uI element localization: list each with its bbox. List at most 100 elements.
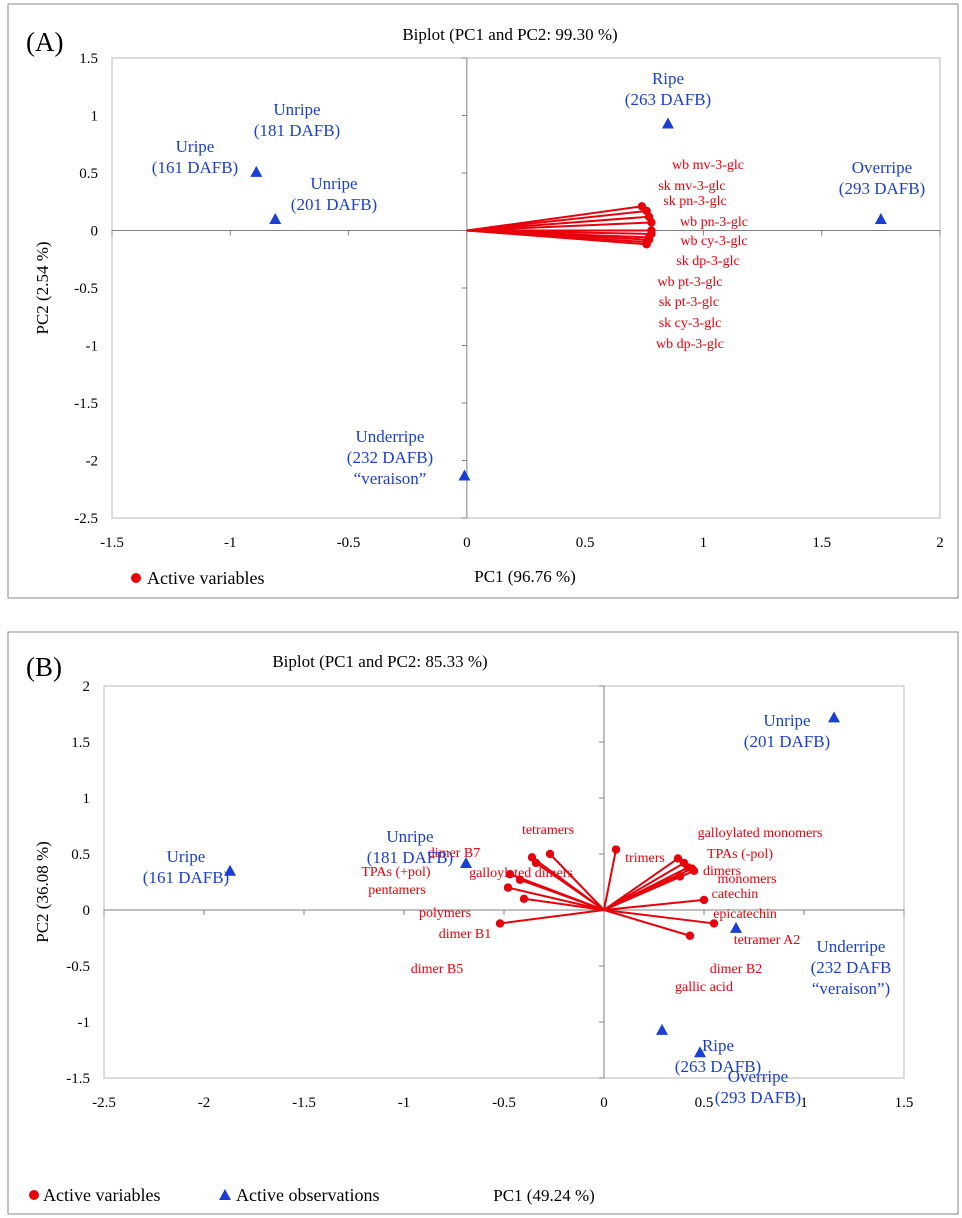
panel-a-variable-label: sk mv-3-glc	[658, 179, 725, 194]
panel-a-x-tick-label: 2	[936, 535, 944, 551]
panel-b-x-tick-label: 1.5	[895, 1095, 914, 1111]
panel-b-variable-label: epicatechin	[713, 907, 777, 922]
panel-b-plot-area	[103, 685, 905, 1079]
panel-b-variable-label: catechin	[712, 887, 759, 902]
panel-b-x-tick-label: -2.5	[92, 1095, 116, 1111]
panel-b-variable-vector	[603, 909, 715, 925]
panel-a-variable-label: wb pt-3-glc	[658, 275, 723, 290]
panel-b-observation-point	[828, 711, 840, 723]
panel-b-observation-label: Ripe (263 DAFB)	[675, 1036, 761, 1076]
panel-a-variable-label: wb dp-3-glc	[656, 337, 724, 352]
panel-b-variable-label: TPAs (-pol)	[707, 847, 773, 862]
panel-a-observation-label: Uripe (161 DAFB)	[152, 137, 238, 177]
panel-b-variable-label: galloylated dimers	[469, 866, 573, 881]
panel-a-variable-label: wb pn-3-glc	[680, 215, 748, 230]
panel-b-observation-point	[730, 921, 742, 933]
panel-a-y-tick-label: -2.5	[74, 511, 98, 527]
panel-b-variable-vector	[603, 875, 681, 911]
panel-a-plot-area	[111, 57, 941, 519]
panel-b-variable-label: dimer B5	[411, 962, 464, 977]
panel-a-y-tick-label: -2	[86, 454, 99, 470]
panel-a-y-tick-label: 1.5	[79, 51, 98, 67]
panel-b-variable-point	[495, 919, 505, 928]
panel-b-observation-label: Unripe (201 DAFB)	[744, 711, 830, 751]
panel-b-variable-point	[545, 849, 555, 859]
panel-b-variable-label: dimer B1	[439, 927, 492, 942]
panel-b-variable-point	[709, 919, 719, 928]
panel-b-variable-point	[699, 895, 709, 905]
panel-b-frame	[7, 631, 959, 1215]
panel-b-x-axis-title: PC1 (49.24 %)	[493, 1186, 595, 1205]
panel-a-x-tick-label: 1	[700, 535, 708, 551]
panel-b-variable-vector	[507, 886, 605, 911]
panel-b-variable-vector	[603, 909, 691, 937]
panel-a-y-axis-title: PC2 (2.54 %)	[33, 241, 52, 334]
panel-b-variable-vector	[519, 878, 605, 911]
panel-a-observation-point	[874, 213, 887, 224]
panel-b-variable-point	[515, 875, 525, 884]
panel-b-observation-point	[694, 1046, 706, 1058]
panel-b-title: Biplot (PC1 and PC2: 85.33 %)	[272, 652, 487, 671]
panel-a-plot-layer: -1.5 -1 -0.5 0 0.5 1 1.5 2 -2.5 -2 -1.5 -1 -0.5 0 0.5 1…	[74, 51, 944, 551]
panel-a-x-tick-label: 0	[463, 535, 471, 551]
panel-b-x-tick-label: -0.5	[492, 1095, 516, 1111]
panel-b-variable-vector	[603, 849, 617, 911]
panel-b-x-tick-label: 0.5	[695, 1095, 714, 1111]
panel-a-variable-label: sk pt-3-glc	[659, 295, 719, 310]
panel-b-variable-point	[531, 858, 541, 868]
panel-b-variable-point	[611, 845, 621, 854]
panel-a-legend-variable-marker	[131, 573, 141, 583]
panel-a-observation-point	[250, 165, 263, 177]
panel-b-y-tick-label: 1	[83, 791, 91, 807]
panel-a-x-tick-label: 0.5	[576, 535, 595, 551]
panel-b-legend-observation-marker	[219, 1189, 231, 1200]
panel-b-variable-point	[685, 931, 695, 940]
panel-b-variable-label: dimers	[703, 864, 741, 879]
panel-b-x-tick-label: 0	[600, 1095, 608, 1111]
panel-b-x-tick-label: -1.5	[292, 1095, 316, 1111]
panel-a-title: Biplot (PC1 and PC2: 99.30 %)	[402, 25, 617, 44]
panel-b-x-tick-label: 1	[800, 1095, 808, 1111]
panel-a-observation-point	[269, 213, 282, 224]
panel-a-observation-point	[458, 469, 471, 481]
panel-b-variable-point	[673, 854, 683, 863]
panel-b-x-tick-label: -1	[398, 1095, 411, 1111]
panel-b-variable-point	[683, 863, 693, 872]
panel-a-legend-variable-label: Active variables	[147, 568, 264, 588]
panel-b-variable-vector	[603, 857, 679, 911]
panel-a-y-tick-label: 0.5	[79, 166, 98, 182]
panel-a-observation-label: Ripe (263 DAFB)	[625, 69, 711, 109]
panel-b-variable-label: trimers	[625, 851, 665, 866]
panel-a-y-tick-label: 1	[91, 109, 99, 125]
panel-b-variable-vector	[549, 853, 605, 911]
panel-a-observation-label: Unripe (201 DAFB)	[291, 174, 377, 214]
panel-b-x-tick-label: -2	[198, 1095, 211, 1111]
panel-a-y-tick-label: -1.5	[74, 396, 98, 412]
panel-b-y-tick-label: 0	[83, 903, 91, 919]
panel-b-plot-layer: -2.5 -2 -1.5 -1 -0.5 0 0.5 1 1.5 -1.5 -1 -0.5 0 0.5 1 1…	[66, 679, 913, 1111]
panel-b-legend-variable-label: Active variables	[43, 1185, 160, 1205]
panel-b-legend-variable-marker	[29, 1190, 39, 1200]
panel-b-variable-vector	[535, 862, 605, 911]
panel-b-y-tick-label: -1.5	[66, 1071, 90, 1087]
panel-b-observation-point	[656, 1023, 668, 1035]
panel-b-observation-point	[224, 864, 236, 876]
panel-a-variable-vector	[466, 229, 647, 246]
panel-b-observation-label: Overripe (293 DAFB)	[715, 1067, 801, 1107]
panel-a-x-tick-label: -1.5	[100, 535, 124, 551]
panel-a-observation-label: Overripe (293 DAFB)	[839, 158, 925, 198]
panel-b-variable-label: polymers	[419, 906, 471, 921]
panel-b-variable-label: tetramers	[522, 823, 574, 838]
panel-b-observation-label: Uripe (161 DAFB)	[143, 847, 229, 887]
panel-a-variable-label: sk cy-3-glc	[659, 316, 722, 331]
panel-b-variable-point	[503, 883, 513, 892]
panel-a-observation-point	[661, 117, 674, 129]
panel-a-x-tick-label: -0.5	[337, 535, 361, 551]
panel-b-y-tick-label: 0.5	[71, 847, 90, 863]
panel-b-y-tick-label: 2	[83, 679, 91, 695]
panel-b-letter: (B)	[26, 652, 62, 682]
panel-a-variable-label: wb mv-3-glc	[672, 158, 744, 173]
panel-b-variable-label: pentamers	[368, 883, 426, 898]
panel-a-x-tick-label: 1.5	[812, 535, 831, 551]
